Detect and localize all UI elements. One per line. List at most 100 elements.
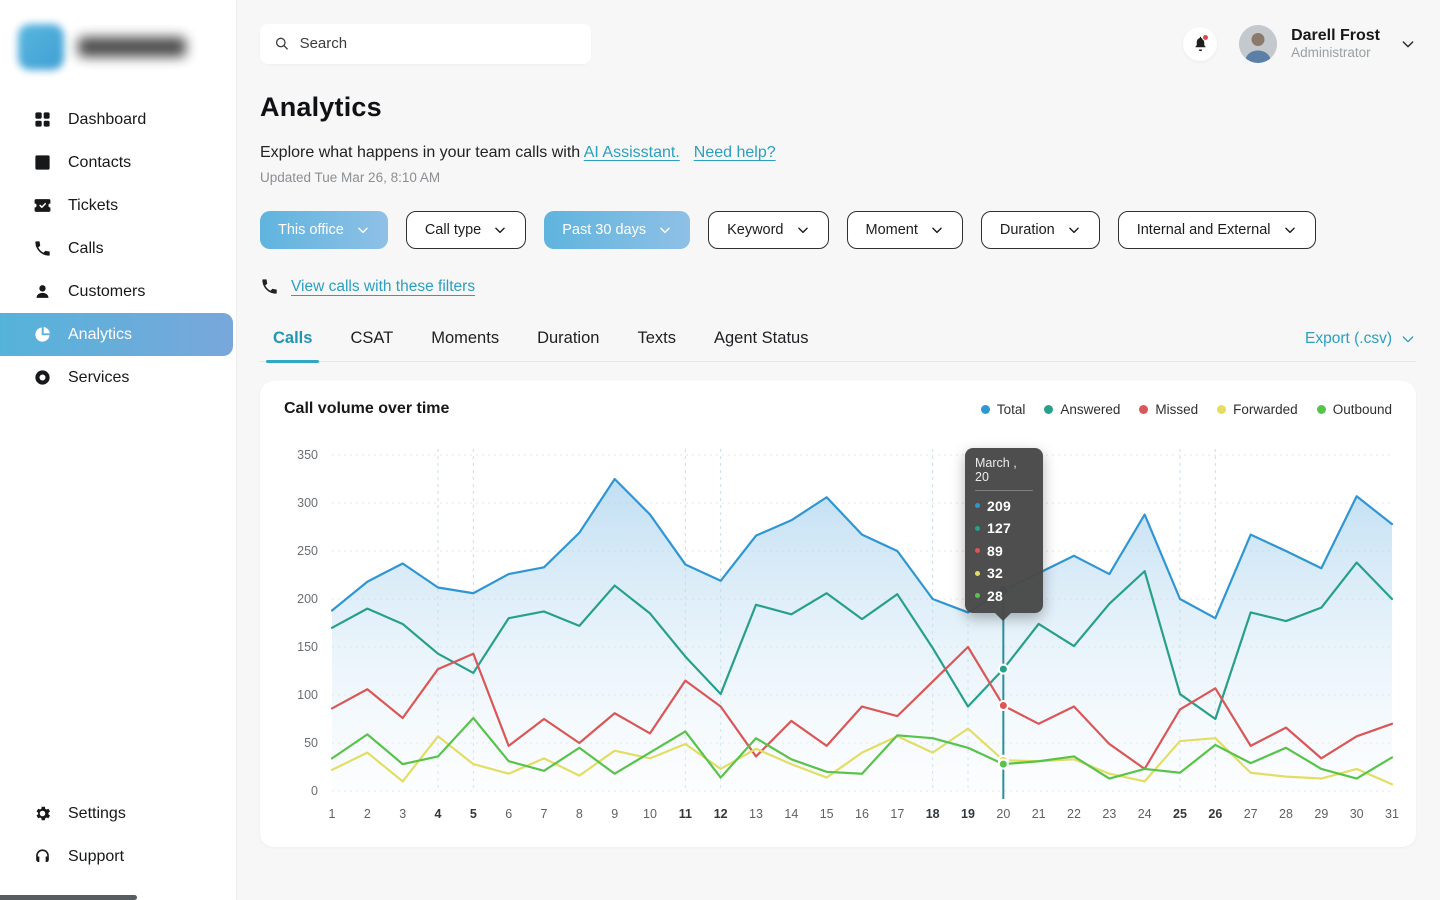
filter-duration[interactable]: Duration <box>980 211 1100 249</box>
legend-item-outbound[interactable]: Outbound <box>1316 401 1392 417</box>
chevron-down-icon <box>1284 227 1295 234</box>
user-menu[interactable]: Darell Frost Administrator <box>1291 26 1380 62</box>
svg-text:25: 25 <box>1173 807 1187 821</box>
legend-label: Total <box>996 401 1026 417</box>
svg-text:11: 11 <box>679 807 692 821</box>
svg-text:19: 19 <box>961 807 975 821</box>
chevron-down-icon <box>1068 227 1079 234</box>
chevron-down-icon <box>358 227 368 234</box>
tab-agent-status[interactable]: Agent Status <box>713 329 809 347</box>
filter-call-type[interactable]: Call type <box>405 211 527 249</box>
search-input[interactable] <box>299 35 577 52</box>
svg-text:10: 10 <box>643 807 657 821</box>
tab-duration[interactable]: Duration <box>537 329 600 347</box>
legend-dot <box>1044 404 1054 414</box>
sidebar-item-tickets[interactable]: Tickets <box>0 184 236 227</box>
phone-icon <box>260 277 279 296</box>
avatar-image <box>1239 24 1278 63</box>
legend-label: Outbound <box>1332 401 1392 417</box>
user-name: Darell Frost <box>1291 26 1380 44</box>
legend-dot <box>1316 404 1326 414</box>
svg-text:12: 12 <box>714 807 728 821</box>
sidebar-item-customers[interactable]: Customers <box>0 270 236 313</box>
tabs: Calls CSAT Moments Duration Texts Agent Statu… <box>260 329 839 363</box>
svg-text:250: 250 <box>297 544 318 558</box>
notification-badge <box>1202 33 1210 41</box>
svg-text:150: 150 <box>297 640 318 654</box>
filter-label: This office <box>278 222 344 238</box>
svg-text:9: 9 <box>611 807 618 821</box>
svg-text:100: 100 <box>297 688 318 702</box>
svg-text:17: 17 <box>890 807 904 821</box>
main-content: Darell Frost Administrator Analytics Exp… <box>237 0 1440 900</box>
app-wordmark-redacted <box>78 37 186 57</box>
view-calls-link[interactable]: View calls with these filters <box>291 277 476 295</box>
user-menu-chevron[interactable] <box>1400 36 1416 52</box>
sidebar-item-services[interactable]: Services <box>0 356 236 399</box>
sidebar-item-support[interactable]: Support <box>0 835 236 878</box>
search-box[interactable] <box>260 23 591 64</box>
sidebar-item-settings[interactable]: Settings <box>0 792 236 835</box>
tab-calls[interactable]: Calls <box>266 329 320 363</box>
svg-text:4: 4 <box>435 807 442 821</box>
svg-text:28: 28 <box>1279 807 1293 821</box>
sidebar-item-label: Settings <box>68 804 126 822</box>
tab-moments[interactable]: Moments <box>431 329 500 347</box>
legend-item-total[interactable]: Total <box>980 401 1026 417</box>
chevron-down-icon <box>932 227 942 234</box>
search-icon <box>275 37 289 50</box>
sidebar-item-label: Calls <box>68 239 104 257</box>
sidebar-item-label: Analytics <box>68 325 133 343</box>
sidebar-item-label: Dashboard <box>68 110 147 128</box>
svg-text:30: 30 <box>1350 807 1364 821</box>
svg-text:350: 350 <box>297 448 318 462</box>
sidebar-item-analytics[interactable]: Analytics <box>0 313 233 356</box>
legend-item-forwarded[interactable]: Forwarded <box>1217 402 1298 417</box>
subtitle-text: Explore what happens in your team calls … <box>260 144 584 161</box>
filter-this-office[interactable]: This office <box>260 211 388 249</box>
filter-label: Moment <box>865 222 918 238</box>
tooltip-title: March , 20 <box>975 456 1033 491</box>
svg-text:1: 1 <box>329 807 336 821</box>
tab-texts[interactable]: Texts <box>637 329 676 347</box>
sidebar-item-contacts[interactable]: Contacts <box>0 141 236 184</box>
filter-internal-and-external[interactable]: Internal and External <box>1117 211 1316 249</box>
tab-csat[interactable]: CSAT <box>350 329 394 347</box>
sidebar-item-dashboard[interactable]: Dashboard <box>0 98 236 141</box>
chevron-down-icon <box>660 227 670 234</box>
tooltip-row-answered: 127 <box>975 520 1033 536</box>
tooltip-row-outbound: 28 <box>975 588 1033 604</box>
horizontal-scrollbar[interactable] <box>0 895 137 900</box>
filter-past-30-days[interactable]: Past 30 days <box>544 211 691 249</box>
chart-card: 0 50 100 150 200 250 300 350 1 2 3 4 5 6 7 8 9 10 11 12 13 14… <box>260 381 1416 847</box>
filter-moment[interactable]: Moment <box>846 211 963 249</box>
avatar[interactable] <box>1239 24 1278 63</box>
export-csv-button[interactable]: Export (.csv) <box>1305 330 1416 361</box>
page-title: Analytics <box>260 92 382 122</box>
svg-text:8: 8 <box>576 807 583 821</box>
svg-text:21: 21 <box>1032 807 1046 821</box>
svg-text:2: 2 <box>364 807 371 821</box>
svg-text:22: 22 <box>1067 807 1081 821</box>
svg-text:23: 23 <box>1102 807 1116 821</box>
chevron-down-icon <box>1402 336 1414 343</box>
topbar-right: Darell Frost Administrator <box>1183 24 1416 63</box>
sidebar-footer-nav: Settings Support <box>0 792 236 900</box>
legend-item-answered[interactable]: Answered <box>1044 402 1120 417</box>
chart-header: Call volume over time Total Answered Misse… <box>260 381 1416 418</box>
tabs-bar: Calls CSAT Moments Duration Texts Agent Statu… <box>260 329 1416 363</box>
legend-item-missed[interactable]: Missed <box>1139 402 1198 417</box>
dashboard-icon <box>33 110 52 129</box>
sidebar-item-calls[interactable]: Calls <box>0 227 236 270</box>
legend-dot <box>980 404 990 414</box>
view-calls-row: View calls with these filters <box>260 277 1416 296</box>
svg-text:14: 14 <box>784 807 798 821</box>
notifications-button[interactable] <box>1183 26 1218 61</box>
filter-label: Duration <box>999 222 1055 238</box>
need-help-link[interactable]: Need help? <box>693 144 776 161</box>
filter-keyword[interactable]: Keyword <box>708 211 829 249</box>
ai-assistant-link[interactable]: AI Assisstant. <box>583 144 680 161</box>
chart-title: Call volume over time <box>284 400 450 417</box>
svg-text:13: 13 <box>749 807 763 821</box>
